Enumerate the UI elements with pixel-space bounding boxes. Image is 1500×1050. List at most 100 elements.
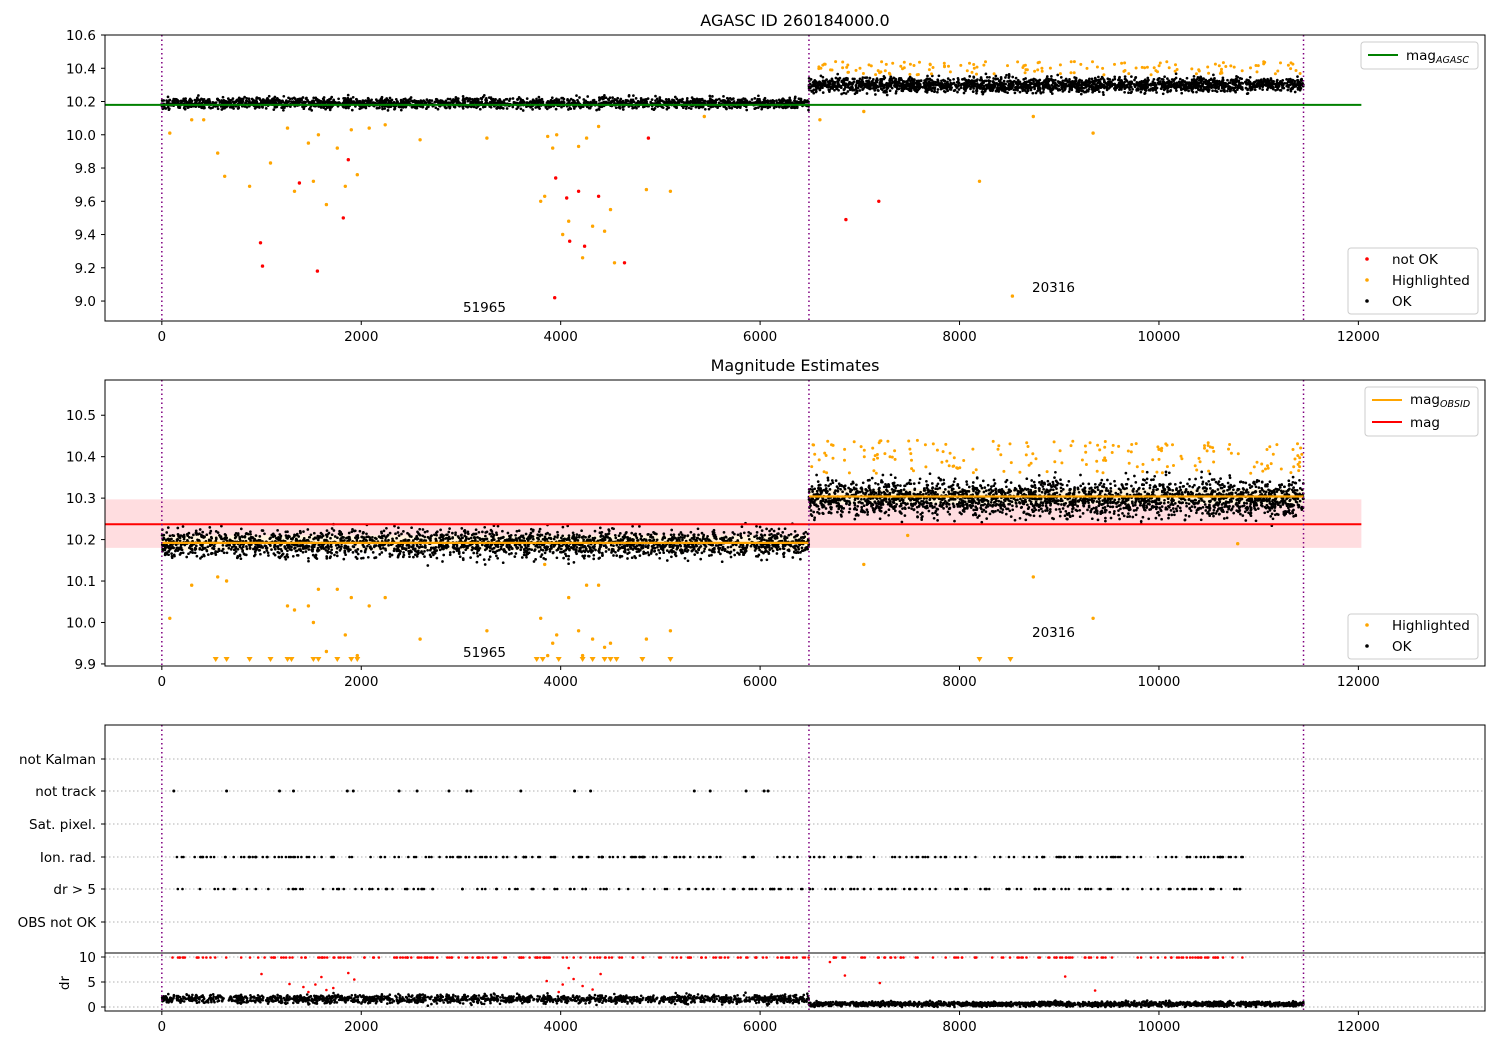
data-point xyxy=(1249,66,1252,70)
data-point xyxy=(890,77,893,81)
data-point xyxy=(536,101,540,105)
data-point xyxy=(936,88,940,91)
data-point xyxy=(970,70,974,74)
data-point xyxy=(629,98,633,102)
data-point xyxy=(847,83,851,86)
data-point xyxy=(1050,75,1053,78)
data-point xyxy=(906,84,910,88)
data-point xyxy=(933,89,937,93)
data-point xyxy=(687,106,691,110)
data-point xyxy=(498,106,501,110)
data-point xyxy=(981,92,985,96)
data-point xyxy=(168,98,172,102)
data-point xyxy=(1251,82,1255,86)
data-point xyxy=(1149,73,1153,77)
data-point xyxy=(1113,75,1117,79)
data-point xyxy=(1183,80,1187,84)
data-point xyxy=(1018,82,1022,86)
data-point xyxy=(1073,76,1076,79)
data-point xyxy=(1286,84,1290,88)
data-point xyxy=(1130,90,1133,94)
data-point xyxy=(1166,89,1169,93)
data-point xyxy=(576,101,580,105)
data-point xyxy=(1117,82,1121,86)
data-point xyxy=(799,557,802,561)
y-tick-label: 9.0 xyxy=(75,294,96,310)
data-point xyxy=(254,534,258,537)
data-point xyxy=(584,136,589,140)
data-point xyxy=(444,100,448,104)
data-point xyxy=(402,551,405,554)
data-point xyxy=(1134,66,1138,70)
data-point xyxy=(176,98,179,102)
data-point xyxy=(1044,78,1048,81)
data-point xyxy=(655,97,659,101)
data-point xyxy=(568,99,571,103)
data-point xyxy=(823,82,826,86)
data-point xyxy=(691,99,695,103)
data-point xyxy=(1255,85,1259,89)
y-tick-label: 9.4 xyxy=(75,228,96,244)
data-point xyxy=(912,80,916,83)
data-point xyxy=(499,545,503,548)
data-point xyxy=(975,91,978,95)
data-point xyxy=(1165,84,1169,88)
data-point xyxy=(611,99,614,102)
data-point xyxy=(562,100,565,104)
data-point xyxy=(621,105,625,109)
data-point xyxy=(511,105,515,109)
data-point xyxy=(689,107,693,110)
data-point xyxy=(987,86,990,90)
data-point xyxy=(1001,88,1004,92)
data-point xyxy=(517,95,521,99)
y-tick-label: 9.6 xyxy=(75,194,96,210)
data-point xyxy=(725,96,729,100)
data-point xyxy=(827,83,831,87)
data-point xyxy=(555,133,559,137)
data-point xyxy=(1146,76,1150,80)
data-point xyxy=(241,99,244,103)
data-point xyxy=(1025,91,1029,95)
data-point xyxy=(385,98,389,101)
data-point xyxy=(903,86,906,89)
data-point xyxy=(1080,79,1084,83)
data-point xyxy=(202,118,206,122)
data-point xyxy=(386,109,390,112)
data-point xyxy=(1185,76,1189,80)
data-point xyxy=(345,101,348,105)
data-point xyxy=(392,101,396,104)
data-point xyxy=(806,99,809,102)
data-point xyxy=(600,101,603,105)
data-point xyxy=(408,100,411,104)
data-point xyxy=(751,101,755,105)
data-point xyxy=(355,173,359,177)
data-point xyxy=(1069,60,1073,64)
data-point xyxy=(438,99,442,103)
data-point xyxy=(489,97,493,101)
data-point xyxy=(1123,61,1127,65)
data-point xyxy=(1133,78,1136,82)
x-tick-label: 8000 xyxy=(942,329,976,345)
data-point xyxy=(501,107,505,110)
data-point xyxy=(344,98,348,102)
data-point xyxy=(337,97,340,101)
data-point xyxy=(728,97,732,100)
data-point xyxy=(247,184,252,188)
data-point xyxy=(1170,78,1174,81)
data-point xyxy=(871,87,875,90)
data-point xyxy=(889,75,893,79)
data-point xyxy=(1027,86,1031,89)
data-point xyxy=(1180,91,1184,95)
data-point xyxy=(675,106,679,110)
data-point xyxy=(858,84,862,87)
data-point xyxy=(971,90,975,93)
y-tick-label: 10.2 xyxy=(66,95,96,111)
data-point xyxy=(258,98,262,102)
data-point xyxy=(1086,89,1090,93)
data-point xyxy=(908,62,912,66)
data-point xyxy=(656,100,660,104)
data-point xyxy=(863,82,867,86)
data-point xyxy=(1199,86,1203,90)
data-point xyxy=(1154,85,1157,89)
data-point xyxy=(908,72,912,76)
